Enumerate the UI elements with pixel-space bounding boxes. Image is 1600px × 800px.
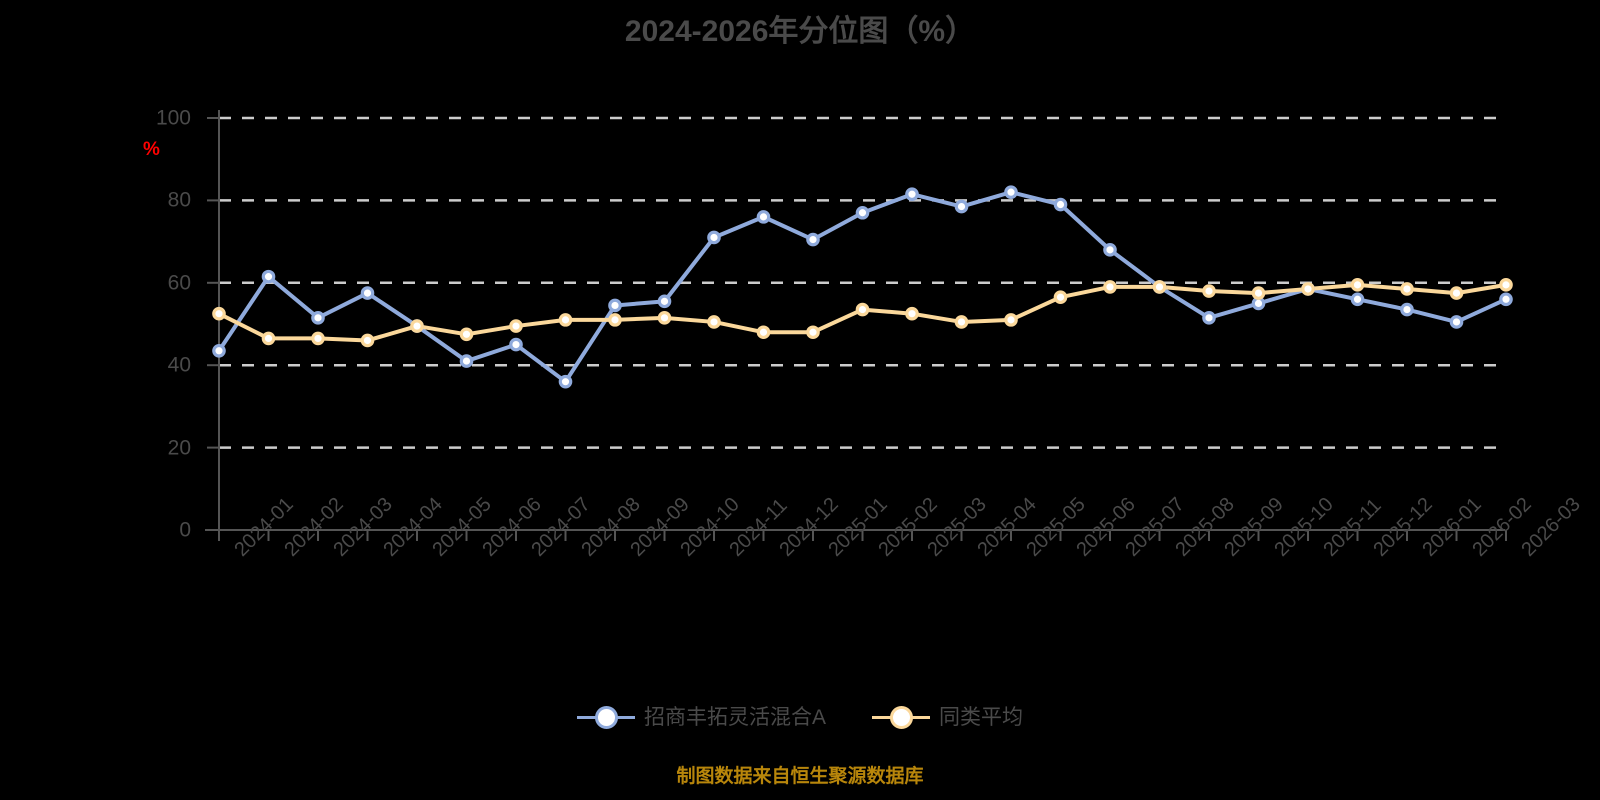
data-point <box>1053 290 1068 305</box>
chart-title: 2024-2026年分位图（%） <box>624 15 976 48</box>
data-point <box>509 337 523 352</box>
data-point <box>1449 286 1464 300</box>
data-point <box>756 325 771 340</box>
data-point <box>855 302 870 317</box>
data-point <box>1103 243 1117 257</box>
data-point <box>1301 282 1315 296</box>
y-tick-label: 20 <box>167 436 191 460</box>
data-point <box>806 325 820 340</box>
data-point <box>1251 286 1266 300</box>
legend-label: 招商丰拓灵活混合A <box>643 705 826 729</box>
legend-item-1[interactable]: 招商丰拓灵活混合A <box>576 703 826 731</box>
data-point <box>1499 292 1513 307</box>
data-point <box>608 313 622 327</box>
y-axis-unit-label: % <box>143 139 160 160</box>
data-point <box>261 269 276 284</box>
data-point <box>1202 311 1216 325</box>
data-point <box>1350 278 1365 292</box>
legend-dot-icon <box>594 706 618 729</box>
y-tick-label: 60 <box>167 271 191 295</box>
data-point <box>855 205 870 220</box>
data-point <box>1499 278 1513 292</box>
data-point-markers <box>212 185 1513 389</box>
data-point <box>608 298 622 313</box>
y-tick-marks <box>207 117 219 531</box>
data-source-note: 制图数据来自恒生聚源数据库 <box>676 766 924 787</box>
legend-label: 同类平均 <box>939 705 1023 729</box>
x-tick-marks <box>218 530 1507 541</box>
data-point <box>1400 282 1414 296</box>
chart-legend: 招商丰拓灵活混合A 同类平均 <box>0 703 1600 731</box>
data-point <box>360 333 375 348</box>
data-point <box>707 315 721 329</box>
data-point <box>360 286 375 300</box>
data-point <box>558 374 573 389</box>
data-point <box>509 319 523 333</box>
data-point <box>459 354 474 368</box>
y-tick-label: 40 <box>167 353 191 377</box>
data-point <box>410 319 424 333</box>
data-point <box>311 311 325 325</box>
y-tick-label: 100 <box>155 106 191 130</box>
data-point <box>905 306 919 321</box>
data-point <box>212 306 226 321</box>
legend-marker-icon <box>576 703 635 731</box>
data-point <box>1202 284 1216 298</box>
data-point <box>657 294 672 309</box>
data-point <box>1004 185 1018 199</box>
data-point <box>1103 280 1117 294</box>
axes <box>205 110 1505 531</box>
data-point <box>558 313 573 327</box>
data-point <box>1350 292 1365 307</box>
data-point <box>311 331 325 346</box>
data-point <box>905 187 919 202</box>
y-tick-label: 80 <box>167 188 191 212</box>
legend-dot-icon <box>890 706 913 729</box>
data-point <box>212 343 226 358</box>
data-point <box>756 210 771 224</box>
data-point <box>261 331 276 346</box>
data-point <box>1053 197 1068 212</box>
data-point <box>1004 313 1018 327</box>
gridlines <box>219 116 1505 449</box>
data-point <box>954 315 969 329</box>
data-point <box>1400 302 1414 317</box>
legend-item-2[interactable]: 同类平均 <box>872 703 1023 731</box>
legend-marker-icon <box>872 703 930 731</box>
data-point <box>459 327 474 342</box>
data-point <box>1449 315 1464 329</box>
data-point <box>1152 280 1167 294</box>
y-tick-label: 0 <box>179 518 191 542</box>
data-point <box>707 230 721 245</box>
data-point <box>954 199 969 214</box>
data-point <box>806 232 820 247</box>
data-point <box>657 311 672 325</box>
